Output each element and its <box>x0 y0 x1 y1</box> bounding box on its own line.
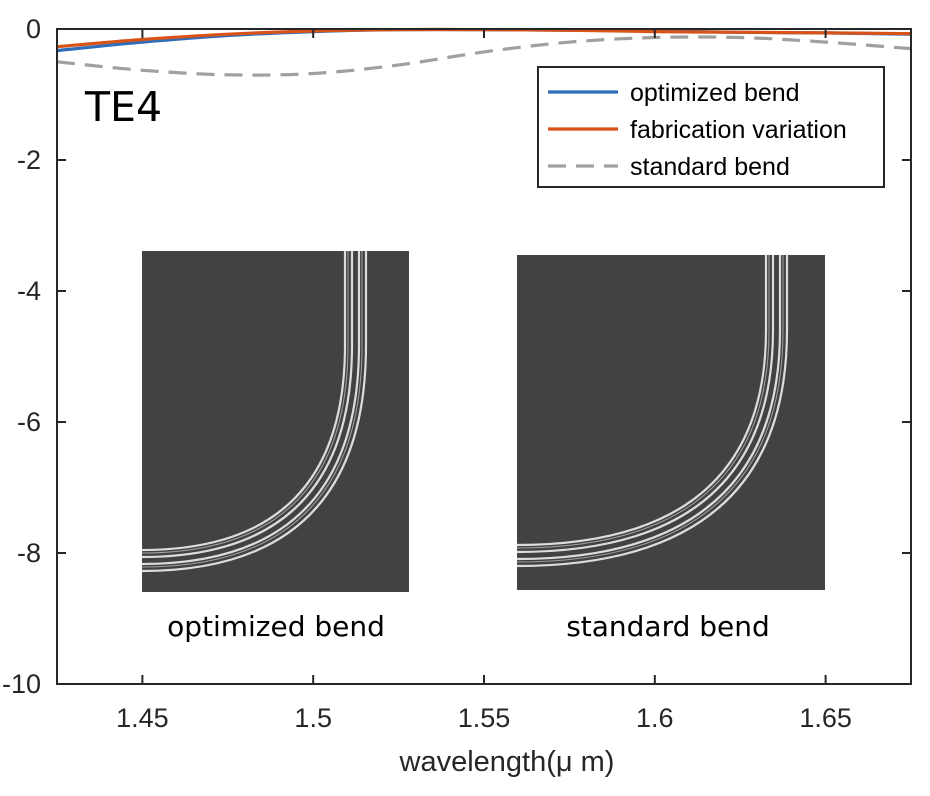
y-tick-label: -4 <box>17 276 41 306</box>
x-tick-label: 1.5 <box>294 703 332 733</box>
x-axis-label: wavelength(μ m) <box>399 746 615 778</box>
inset-caption-optimized: optimized bend <box>167 610 385 643</box>
y-tick-label: -2 <box>17 145 41 175</box>
x-tick-label: 1.6 <box>636 703 674 733</box>
legend: optimized bend fabrication variation stand… <box>537 66 885 188</box>
y-tick-label: 0 <box>26 14 41 44</box>
x-tick-label: 1.65 <box>799 703 852 733</box>
y-tick-label: -8 <box>17 538 41 568</box>
x-tick-label: 1.45 <box>116 703 169 733</box>
legend-box <box>537 66 885 188</box>
legend-label-standard-bend: standard bend <box>630 153 790 181</box>
plot-frame <box>56 28 912 685</box>
series-line-standard-bend <box>56 35 912 77</box>
x-tick-label: 1.55 <box>458 703 511 733</box>
legend-label-fabrication-variation: fabrication variation <box>630 116 847 144</box>
inset-standard-bend-image <box>516 255 825 590</box>
ticks-layer: 1.45 1.5 1.55 1.6 1.65 0 -2 -4 -6 -8 -10 <box>2 14 911 733</box>
inset-optimized-bend-image <box>141 251 409 592</box>
legend-label-optimized-bend: optimized bend <box>630 79 800 107</box>
panel-label: TE4 <box>84 83 162 131</box>
y-tick-label: -6 <box>17 407 41 437</box>
inset-caption-standard: standard bend <box>566 610 770 643</box>
y-tick-label: -10 <box>2 669 41 699</box>
